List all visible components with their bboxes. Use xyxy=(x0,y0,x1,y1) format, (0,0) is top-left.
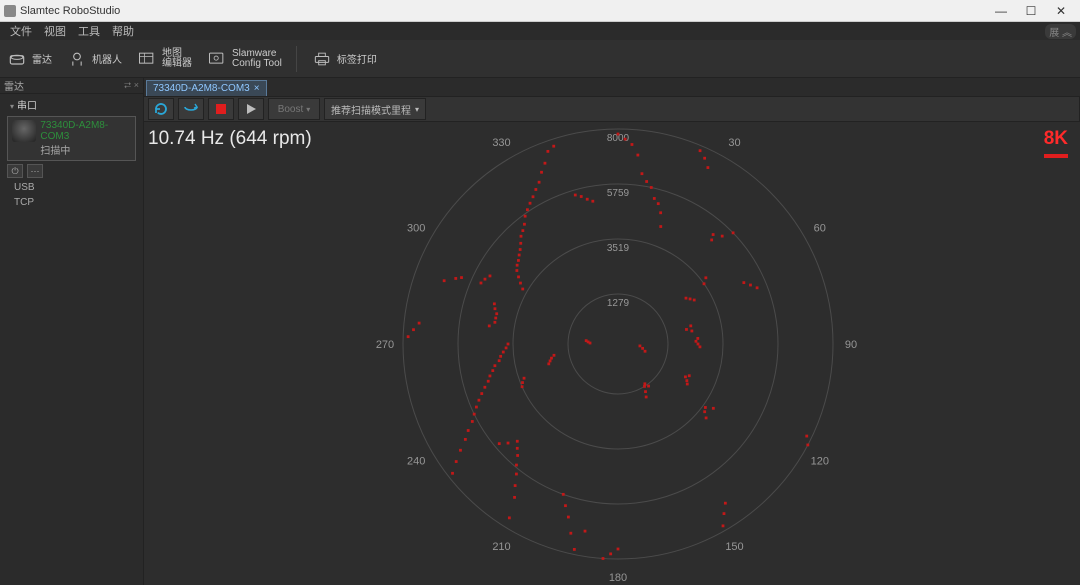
toolbar-map-editor-button[interactable]: 地图 编辑器 xyxy=(136,49,192,69)
sidebar-title-bar: 雷达 ⮂ × xyxy=(0,78,143,94)
tab-strip: 73340D-A2M8-COM3 × xyxy=(144,78,1080,96)
svg-text:3519: 3519 xyxy=(607,243,630,254)
scan-rotate-button[interactable] xyxy=(178,98,204,120)
window-minimize-button[interactable]: — xyxy=(986,0,1016,22)
scan-refresh-button[interactable] xyxy=(148,98,174,120)
svg-text:300: 300 xyxy=(407,223,425,235)
main-toolbar: 雷达 机器人 地图 编辑器 Slamware Config Tool 标签打印 xyxy=(0,40,1080,78)
svg-text:1279: 1279 xyxy=(607,298,630,309)
svg-text:5759: 5759 xyxy=(607,188,630,199)
menu-collapse-button[interactable]: 展 ︽ xyxy=(1045,24,1076,39)
lidar-canvas[interactable]: 10.74 Hz (644 rpm) 8K 127935195759800003… xyxy=(144,122,1080,585)
device-card[interactable]: 73340D-A2M8-COM3 扫描中 xyxy=(7,116,136,161)
svg-text:120: 120 xyxy=(811,456,829,468)
window-title: Slamtec RoboStudio xyxy=(20,5,986,17)
svg-text:240: 240 xyxy=(407,456,425,468)
svg-text:60: 60 xyxy=(814,223,826,235)
lidar-icon xyxy=(6,49,28,69)
toolbar-config-tool-button[interactable]: Slamware Config Tool xyxy=(206,49,282,69)
scan-boost-dropdown[interactable]: Boost▾ xyxy=(268,98,320,120)
device-status: 扫描中 xyxy=(40,142,131,157)
mode-label: 推荐扫描模式里程 xyxy=(331,102,411,117)
window-close-button[interactable]: ✕ xyxy=(1046,0,1076,22)
device-settings-button[interactable]: ⋯ xyxy=(27,164,43,178)
toolbar-print-label-button[interactable]: 标签打印 xyxy=(311,49,377,69)
menu-file[interactable]: 文件 xyxy=(4,23,38,39)
scan-mode-dropdown[interactable]: 推荐扫描模式里程▾ xyxy=(324,98,426,120)
window-titlebar: Slamtec RoboStudio — ☐ ✕ xyxy=(0,0,1080,22)
svg-text:330: 330 xyxy=(492,137,510,149)
svg-text:210: 210 xyxy=(492,541,510,553)
content-area: 73340D-A2M8-COM3 × Boost▾ 推荐扫描模式里程▾ 10.7… xyxy=(144,78,1080,585)
device-power-button[interactable]: ⏻ xyxy=(7,164,23,178)
toolbar-robot-button[interactable]: 机器人 xyxy=(66,49,122,69)
toolbar-map-editor-label: 地图 编辑器 xyxy=(162,49,192,69)
menu-help[interactable]: 帮助 xyxy=(106,23,140,39)
config-tool-icon xyxy=(206,49,228,69)
scan-play-button[interactable] xyxy=(238,98,264,120)
app-logo-icon xyxy=(4,5,16,17)
device-thumbnail-icon xyxy=(12,120,36,142)
menu-view[interactable]: 视图 xyxy=(38,23,72,39)
tree-leaf-usb[interactable]: USB xyxy=(4,180,139,195)
device-name: 73340D-A2M8-COM3 xyxy=(40,120,131,142)
polar-plot: 1279351957598000030609012015018021024027… xyxy=(144,122,1080,585)
sidebar-title: 雷达 xyxy=(4,78,24,93)
toolbar-config-tool-label: Slamware Config Tool xyxy=(232,49,282,69)
scan-stop-button[interactable] xyxy=(208,98,234,120)
svg-text:270: 270 xyxy=(376,339,394,351)
printer-icon xyxy=(311,49,333,69)
toolbar-print-label-label: 标签打印 xyxy=(337,51,377,66)
window-maximize-button[interactable]: ☐ xyxy=(1016,0,1046,22)
tree-leaf-tcp[interactable]: TCP xyxy=(4,195,139,210)
sidebar-panel: 雷达 ⮂ × 串口 73340D-A2M8-COM3 扫描中 ⏻ ⋯ USB T… xyxy=(0,78,144,585)
scan-toolbar: Boost▾ 推荐扫描模式里程▾ xyxy=(144,96,1080,122)
menu-tools[interactable]: 工具 xyxy=(72,23,106,39)
tab-close-icon[interactable]: × xyxy=(254,83,260,94)
tab-device[interactable]: 73340D-A2M8-COM3 × xyxy=(146,80,267,96)
svg-text:90: 90 xyxy=(845,339,857,351)
svg-text:30: 30 xyxy=(728,137,740,149)
device-tree: 串口 73340D-A2M8-COM3 扫描中 ⏻ ⋯ USB TCP xyxy=(0,94,143,212)
toolbar-lidar-label: 雷达 xyxy=(32,51,52,66)
tab-label: 73340D-A2M8-COM3 xyxy=(153,83,250,94)
sidebar-pin-close[interactable]: ⮂ × xyxy=(124,80,139,91)
toolbar-lidar-button[interactable]: 雷达 xyxy=(6,49,52,69)
toolbar-robot-label: 机器人 xyxy=(92,51,122,66)
robot-icon xyxy=(66,49,88,69)
tree-node-serial[interactable]: 串口 xyxy=(4,96,139,113)
menu-bar: 文件 视图 工具 帮助 展 ︽ xyxy=(0,22,1080,40)
boost-label: Boost xyxy=(278,104,304,115)
svg-text:180: 180 xyxy=(609,572,627,584)
svg-text:150: 150 xyxy=(725,541,743,553)
map-editor-icon xyxy=(136,49,158,69)
